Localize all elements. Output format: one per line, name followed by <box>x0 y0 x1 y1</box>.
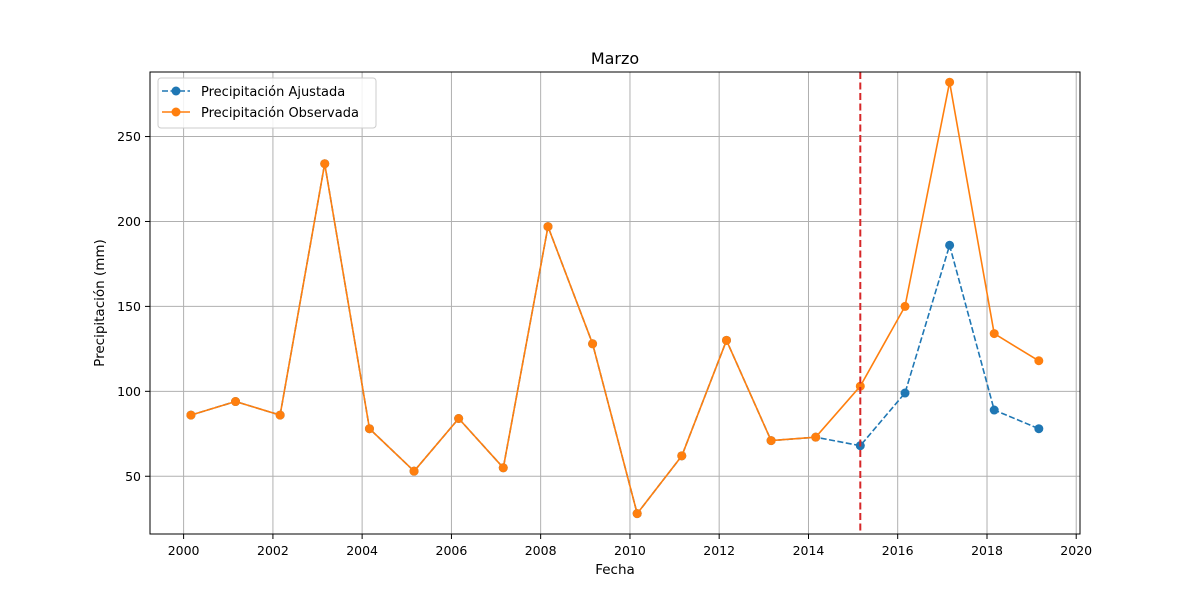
series-line <box>190 81 1040 515</box>
data-point <box>543 222 553 232</box>
x-tick-label: 2020 <box>1060 543 1092 558</box>
data-point <box>231 397 241 407</box>
x-tick-label: 2004 <box>346 543 378 558</box>
data-point <box>498 463 508 473</box>
x-tick-label: 2018 <box>971 543 1003 558</box>
x-tick-label: 2002 <box>257 543 289 558</box>
data-point <box>409 466 419 476</box>
data-point <box>811 432 821 442</box>
data-point <box>900 388 910 398</box>
data-point <box>1034 356 1044 366</box>
x-tick-label: 2014 <box>793 543 825 558</box>
y-tick-label: 200 <box>117 214 141 229</box>
data-point <box>989 329 999 339</box>
data-point <box>766 436 776 446</box>
y-tick-label: 150 <box>117 299 141 314</box>
x-tick-label: 2010 <box>614 543 646 558</box>
legend: Precipitación Ajustada Precipitación Obs… <box>157 77 377 129</box>
legend-marker-observada <box>171 107 181 117</box>
data-point <box>320 159 330 169</box>
series-1 <box>186 77 1044 519</box>
legend-label-ajustada: Precipitación Ajustada <box>201 85 345 100</box>
y-tick-label: 50 <box>125 469 141 484</box>
y-axis-ticks: 50 100 150 200 250 <box>117 129 150 484</box>
legend-label-observada: Precipitación Observada <box>201 106 359 121</box>
x-tick-label: 2016 <box>882 543 914 558</box>
data-point <box>364 424 374 434</box>
data-point <box>855 381 865 391</box>
data-point <box>900 301 910 311</box>
data-point <box>588 339 598 349</box>
data-point <box>989 405 999 415</box>
data-point <box>275 410 285 420</box>
legend-box <box>157 77 377 129</box>
data-point <box>454 414 464 423</box>
x-tick-label: 2012 <box>703 543 735 558</box>
legend-marker-ajustada <box>171 86 181 96</box>
x-tick-label: 2006 <box>436 543 468 558</box>
data-point <box>632 509 642 519</box>
x-tick-label: 2000 <box>168 543 200 558</box>
x-axis-ticks: 2000 2002 2004 2006 2008 2010 2012 2014 2016 2018… <box>168 534 1092 558</box>
data-point <box>945 240 955 250</box>
plot-frame <box>149 71 1081 535</box>
data-point <box>1034 424 1044 434</box>
data-point <box>677 451 687 461</box>
series <box>186 77 1044 519</box>
chart-title: Marzo <box>591 49 639 68</box>
y-tick-label: 250 <box>117 129 141 144</box>
data-point <box>721 335 731 345</box>
data-point <box>945 77 955 87</box>
y-tick-label: 100 <box>117 384 141 399</box>
grid <box>150 72 1080 534</box>
x-axis-label: Fecha <box>595 562 635 578</box>
x-tick-label: 2008 <box>525 543 557 558</box>
data-point <box>186 410 196 420</box>
y-axis-label: Precipitación (mm) <box>92 239 108 367</box>
